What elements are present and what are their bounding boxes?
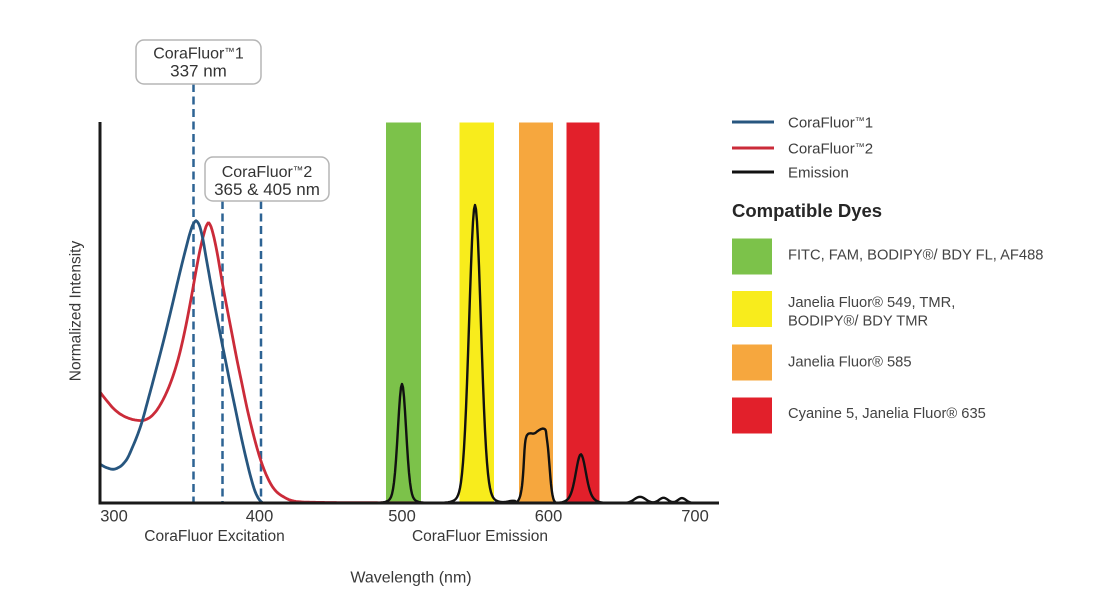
svg-text:Wavelength (nm): Wavelength (nm)	[350, 570, 471, 587]
svg-text:FITC, FAM, BODIPY®/ BDY FL, AF: FITC, FAM, BODIPY®/ BDY FL, AF488	[788, 248, 1043, 264]
svg-text:Emission: Emission	[788, 165, 849, 182]
svg-text:CoraFluor Emission: CoraFluor Emission	[412, 528, 548, 545]
svg-text:500: 500	[388, 508, 416, 526]
svg-text:CoraFluor™2: CoraFluor™2	[788, 141, 873, 158]
svg-text:700: 700	[681, 508, 709, 526]
svg-text:BODIPY®/ BDY TMR: BODIPY®/ BDY TMR	[788, 314, 928, 330]
svg-text:600: 600	[535, 508, 563, 526]
svg-text:Cyanine 5, Janelia Fluor® 635: Cyanine 5, Janelia Fluor® 635	[788, 406, 986, 422]
svg-text:300: 300	[100, 508, 128, 526]
svg-text:Compatible Dyes: Compatible Dyes	[732, 200, 882, 221]
svg-text:CoraFluor™1: CoraFluor™1	[788, 115, 873, 132]
svg-text:CoraFluor™2: CoraFluor™2	[222, 164, 313, 181]
svg-text:CoraFluor™1: CoraFluor™1	[153, 46, 244, 63]
svg-text:CoraFluor Excitation: CoraFluor Excitation	[144, 528, 284, 545]
svg-text:400: 400	[246, 508, 274, 526]
svg-text:365 & 405 nm: 365 & 405 nm	[214, 180, 320, 199]
svg-text:337 nm: 337 nm	[170, 62, 227, 81]
svg-text:Janelia Fluor® 585: Janelia Fluor® 585	[788, 355, 912, 371]
svg-text:Janelia Fluor® 549, TMR,: Janelia Fluor® 549, TMR,	[788, 295, 955, 311]
svg-text:Normalized Intensity: Normalized Intensity	[68, 241, 85, 382]
